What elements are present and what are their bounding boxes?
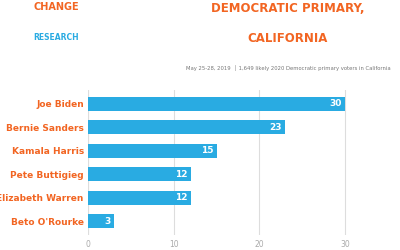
Text: 30: 30 xyxy=(329,99,342,108)
Text: 12: 12 xyxy=(175,193,188,202)
Bar xyxy=(88,144,216,158)
Text: 23: 23 xyxy=(269,123,282,132)
Text: 12: 12 xyxy=(175,170,188,179)
Bar xyxy=(88,96,345,111)
Bar xyxy=(88,214,114,228)
Text: CALIFORNIA: CALIFORNIA xyxy=(248,32,328,46)
Text: May 25-28, 2019  │ 1,649 likely 2020 Democratic primary voters in California: May 25-28, 2019 │ 1,649 likely 2020 Demo… xyxy=(186,65,390,71)
Bar xyxy=(88,120,285,134)
Text: 15: 15 xyxy=(201,146,213,155)
Text: RESEARCH: RESEARCH xyxy=(33,32,79,42)
Text: 3: 3 xyxy=(104,217,110,226)
Text: DEMOCRATIC PRIMARY,: DEMOCRATIC PRIMARY, xyxy=(211,2,365,16)
Text: CHANGE: CHANGE xyxy=(33,2,79,12)
Bar xyxy=(88,191,191,205)
Bar xyxy=(88,167,191,181)
